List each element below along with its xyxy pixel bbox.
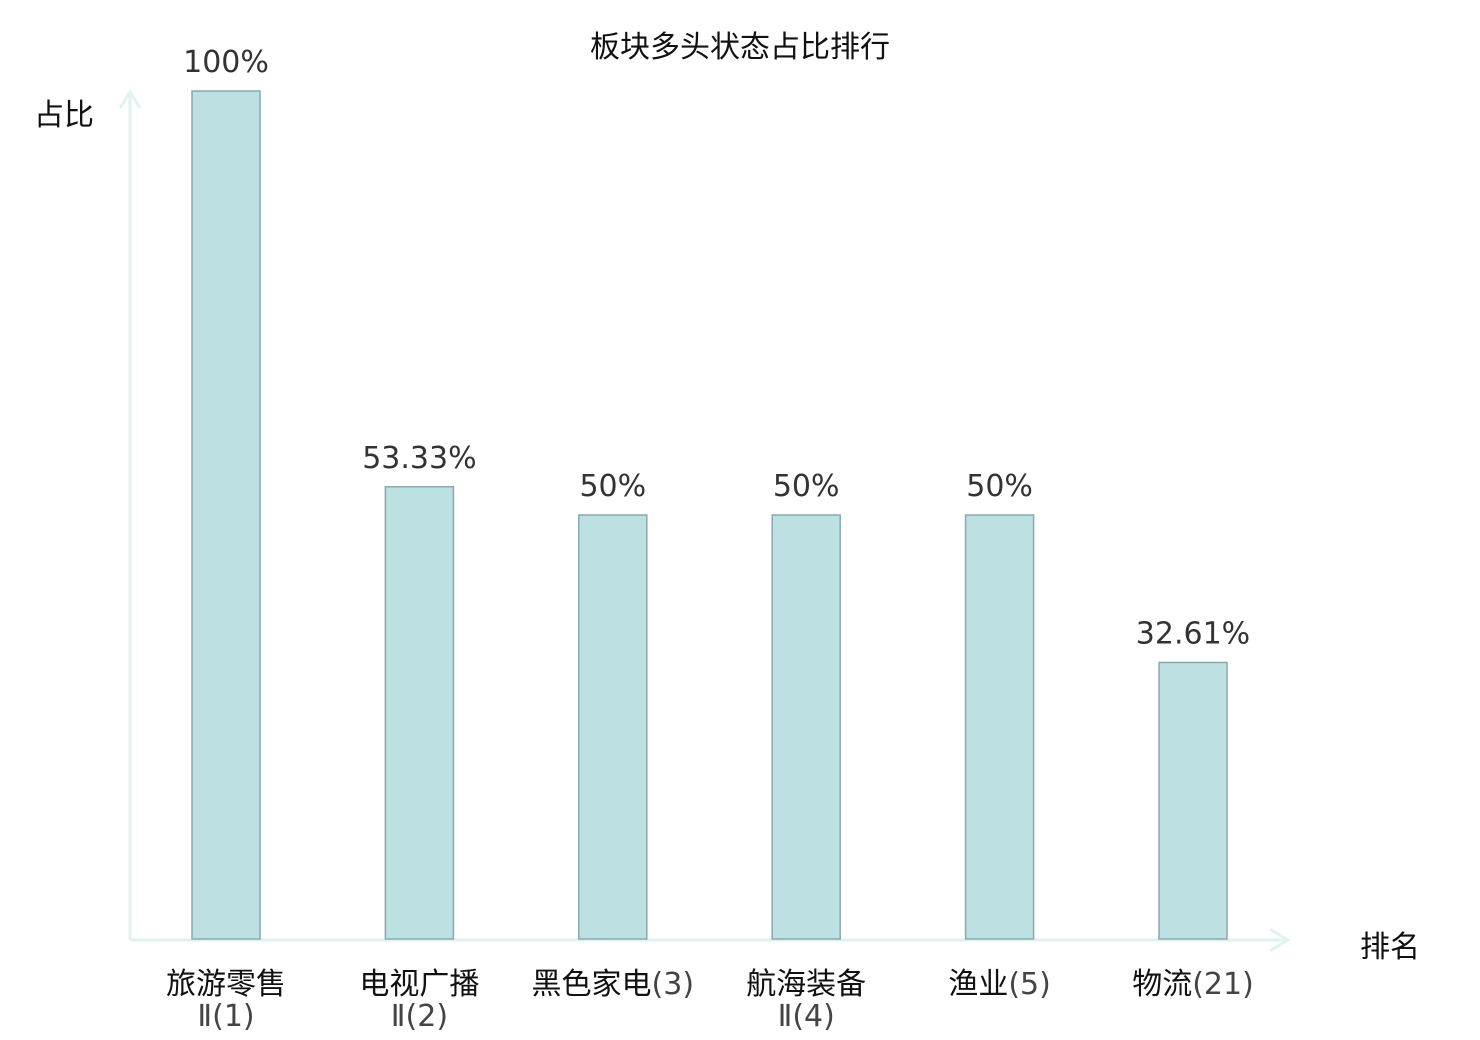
bars-group [191, 90, 1228, 940]
value-label: 50% [579, 469, 646, 504]
x-tick-label: 旅游零售 Ⅱ(1) [166, 967, 286, 1034]
x-tick-label: 黑色家电(3) [532, 967, 695, 1002]
bar [771, 514, 841, 940]
x-tick-label: 渔业(5) [948, 967, 1051, 1002]
x-tick-labels-group: 旅游零售 Ⅱ(1) 电视广播 Ⅱ(2) 黑色家电(3) 航海装备 Ⅱ(4) 渔业(5) 物流(2… [166, 967, 1254, 1034]
y-axis-label: 占比 [34, 98, 94, 133]
value-label: 50% [966, 469, 1033, 504]
bar [578, 514, 648, 940]
bar [191, 90, 261, 940]
x-tick-label: 物流(21) [1132, 967, 1254, 1002]
x-axis-label: 排名 [1360, 930, 1420, 965]
bar [964, 514, 1035, 940]
x-axis-arrow [1269, 927, 1291, 953]
value-label: 32.61% [1136, 616, 1250, 651]
value-labels-group: 100% 53.33% 50% 50% 50% 32.61% [183, 45, 1250, 651]
bar [384, 486, 455, 940]
value-label: 53.33% [362, 441, 476, 476]
x-tick-label: 电视广播 Ⅱ(2) [359, 967, 479, 1034]
value-label: 100% [183, 45, 269, 80]
x-tick-label: 航海装备 Ⅱ(4) [746, 967, 866, 1034]
chart-title: 板块多头状态占比排行 [590, 30, 890, 65]
axes [118, 89, 1291, 953]
bar [1158, 661, 1228, 940]
y-axis-arrow [118, 89, 142, 109]
value-label: 50% [773, 469, 840, 504]
